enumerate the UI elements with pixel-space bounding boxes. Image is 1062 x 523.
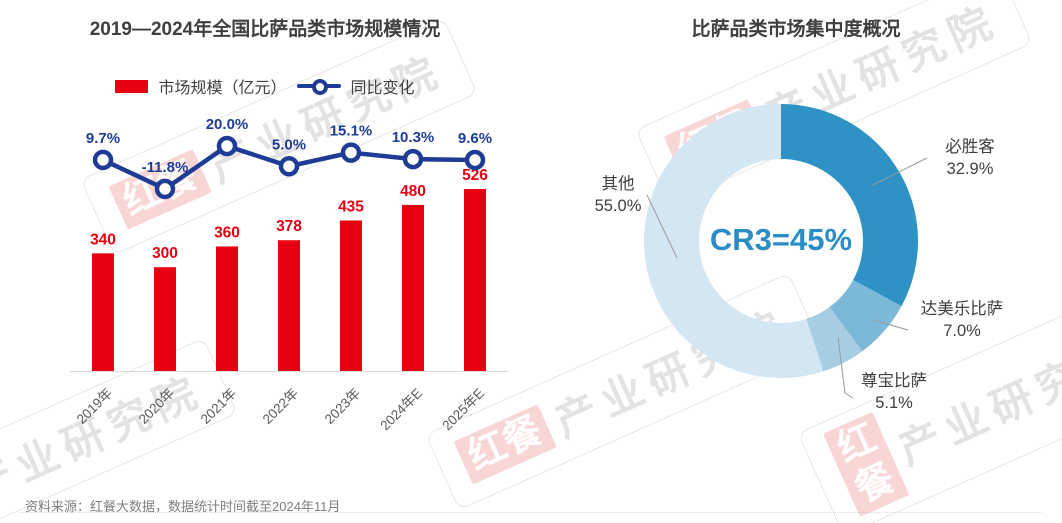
slice-pct: 5.1% xyxy=(875,394,913,412)
leader-line-必胜客 xyxy=(872,157,928,186)
slice-name: 尊宝比萨 xyxy=(861,372,927,390)
x-tick-label: 2024年E xyxy=(377,386,425,434)
yoy-value-label: 15.1% xyxy=(330,123,373,140)
x-tick-label: 2022年 xyxy=(260,386,301,427)
yoy-marker xyxy=(402,148,424,170)
leader-line-达美乐比萨 xyxy=(872,319,909,331)
bar-value-label: 435 xyxy=(338,198,364,215)
donut-slice-其他 xyxy=(643,103,824,378)
line-series-swatch xyxy=(296,78,341,95)
slice-pct: 32.9% xyxy=(946,160,994,178)
slice-label-damele: 达美乐比萨 7.0% xyxy=(898,298,1026,342)
slice-pct: 55.0% xyxy=(594,197,642,215)
bar-2025年E xyxy=(464,189,486,371)
yoy-marker xyxy=(464,149,486,171)
yoy-marker xyxy=(92,149,114,171)
bar-series-swatch xyxy=(115,79,149,93)
yoy-value-label: 9.6% xyxy=(458,130,492,147)
bar-2019年 xyxy=(92,253,114,371)
bar-value-label: 526 xyxy=(462,167,488,184)
line-marker-icon xyxy=(311,79,328,95)
source-note: 资料来源：红餐大数据，数据统计时间截至2024年11月 xyxy=(25,499,341,514)
yoy-marker xyxy=(216,135,238,157)
line-series-label: 同比变化 xyxy=(350,80,415,97)
yoy-marker xyxy=(278,156,300,177)
x-tick-label: 2021年 xyxy=(198,386,239,427)
slice-label-zunbao: 尊宝比萨 5.1% xyxy=(838,370,950,414)
left-chart-legend: 市场规模（亿元） 同比变化 xyxy=(0,74,530,98)
yoy-value-label: 9.7% xyxy=(86,130,120,147)
donut-slice-尊宝比萨 xyxy=(806,307,863,372)
x-tick-label: 2023年 xyxy=(322,386,363,427)
bar-value-label: 480 xyxy=(400,183,426,200)
left-chart-title: 2019—2024年全国比萨品类市场规模情况 xyxy=(89,19,441,40)
slice-name: 必胜客 xyxy=(945,138,995,156)
leader-line-尊宝比萨 xyxy=(837,336,854,399)
bar-2024年E xyxy=(402,204,424,371)
bar-series-label: 市场规模（亿元） xyxy=(158,80,287,97)
slice-name: 达美乐比萨 xyxy=(920,300,1004,318)
bar-2023年 xyxy=(340,220,362,371)
yoy-marker xyxy=(154,178,176,200)
yoy-value-label: 5.0% xyxy=(272,136,306,153)
slice-label-qita: 其他 55.0% xyxy=(575,173,661,217)
bar-value-label: 300 xyxy=(152,245,178,262)
yoy-value-label: 20.0% xyxy=(206,116,249,133)
bar-2021年 xyxy=(216,246,238,371)
yoy-marker xyxy=(340,142,362,163)
bar-value-label: 340 xyxy=(90,231,116,248)
bar-value-label: 378 xyxy=(276,218,302,235)
bar-value-label: 360 xyxy=(214,224,240,241)
x-tick-label: 2020年 xyxy=(136,386,177,427)
bar-2022年 xyxy=(278,240,300,371)
bar-2020年 xyxy=(154,267,176,371)
donut-slice-达美乐比萨 xyxy=(829,280,902,352)
donut-center-label: CR3=45% xyxy=(709,222,853,257)
bar-line-chart: 340 2019年 300 2020年 360 2021年 378 2022年 435 2023年… xyxy=(70,116,508,434)
donut-slice-必胜客 xyxy=(781,104,918,307)
yoy-value-label: 10.3% xyxy=(392,129,435,146)
slice-label-bishengke: 必胜客 32.9% xyxy=(918,136,1022,180)
donut-chart xyxy=(643,103,928,399)
slice-pct: 7.0% xyxy=(943,322,981,340)
bottom-divider xyxy=(20,512,1042,513)
x-tick-label: 2025年E xyxy=(439,386,487,434)
leader-line-其他 xyxy=(646,194,678,259)
right-chart-title: 比萨品类市场集中度概况 xyxy=(691,19,901,40)
slice-name: 其他 xyxy=(601,175,635,193)
x-tick-label: 2019年 xyxy=(74,386,115,427)
yoy-value-label: -11.8% xyxy=(142,159,189,176)
